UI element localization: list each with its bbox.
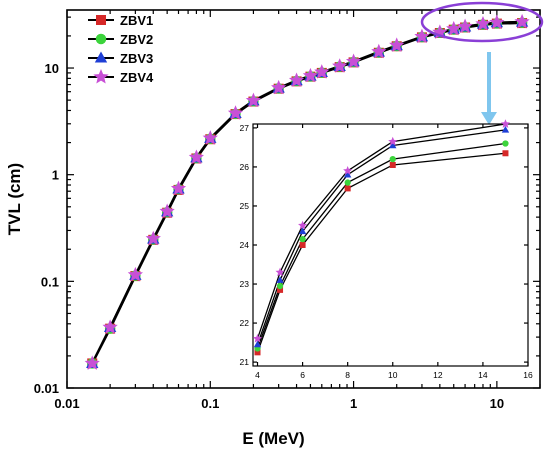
- legend-marker-zbv3: [94, 51, 108, 63]
- inset-y-tick-label: 27: [240, 123, 250, 133]
- inset-data-point: [298, 227, 307, 235]
- inset-data-point: [389, 155, 396, 163]
- inset-data-point: [298, 220, 308, 230]
- data-point: [288, 72, 305, 87]
- x-tick-label: 0.01: [54, 396, 79, 411]
- y-tick-label: 1: [52, 168, 59, 183]
- data-point: [302, 67, 319, 83]
- inset-data-point: [276, 282, 284, 290]
- data-point: [446, 20, 462, 36]
- legend-marker-zbv1: [96, 15, 106, 25]
- data-point: [414, 28, 430, 44]
- inset-series-zbv3: [253, 125, 510, 348]
- inset-data-point: [500, 119, 511, 128]
- inset-data-point: [344, 179, 351, 186]
- data-point: [514, 13, 530, 29]
- inset-y-tick-label: 23: [240, 279, 250, 289]
- inset-data-point: [299, 242, 306, 248]
- inset-x-tick-label: 10: [388, 370, 398, 380]
- data-point: [127, 266, 143, 282]
- data-point: [227, 105, 244, 120]
- inset-series-line-zbv3: [256, 129, 506, 345]
- inset-x-tick-label: 6: [300, 370, 305, 380]
- inset-data-point: [275, 267, 285, 277]
- inset-data-point: [389, 141, 397, 149]
- data-point: [170, 180, 187, 196]
- inset-data-point: [343, 170, 352, 178]
- x-tick-label: 10: [490, 396, 504, 411]
- data-point: [145, 230, 161, 246]
- inset-x-tick-label: 8: [345, 370, 350, 380]
- plot-frame: [66, 9, 541, 389]
- data-point: [389, 37, 405, 52]
- inset-data-point: [389, 161, 396, 168]
- inset-data-point: [502, 150, 509, 157]
- legend-label: ZBV4: [120, 70, 154, 85]
- data-point: [332, 58, 348, 73]
- inset-data-point: [253, 340, 262, 348]
- y-tick-label: 0.1: [41, 274, 59, 289]
- inset-data-point: [344, 185, 351, 192]
- inset-data-point: [277, 286, 284, 293]
- data-point: [475, 15, 491, 31]
- legend-marker-zbv2: [95, 33, 107, 45]
- inset-data-point: [299, 235, 306, 243]
- inset-data-point: [252, 333, 263, 343]
- legend-marker-zbv4: [93, 69, 109, 84]
- data-point: [457, 18, 473, 33]
- inset-data-point: [388, 136, 398, 146]
- inset-data-point: [276, 276, 284, 283]
- inset-data-point: [502, 140, 509, 147]
- highlight-ellipse: [420, 1, 544, 43]
- inset-y-tick-label: 25: [240, 201, 250, 211]
- inset-series-zbv1: [254, 150, 509, 356]
- inset-y-tick-label: 24: [240, 240, 250, 250]
- data-point: [188, 149, 205, 164]
- inset-series-zbv4: [252, 119, 511, 343]
- data-point: [202, 130, 218, 145]
- data-point: [245, 92, 262, 108]
- zoom-arrow-head: [481, 112, 497, 125]
- data-point: [314, 64, 330, 79]
- inset-series-line-zbv4: [256, 123, 506, 339]
- data-point: [271, 79, 287, 95]
- inset-x-tick-label: 16: [523, 370, 533, 380]
- inset-y-tick-label: 21: [240, 357, 250, 367]
- inset-y-tick-label: 22: [240, 318, 250, 328]
- legend-label: ZBV2: [120, 32, 153, 47]
- inset-x-tick-label: 12: [433, 370, 443, 380]
- inset-series-line-zbv2: [256, 142, 506, 349]
- legend-label: ZBV3: [120, 51, 153, 66]
- data-point: [489, 14, 505, 30]
- y-axis-title: TVL (cm): [5, 163, 24, 235]
- inset-data-point: [343, 166, 353, 175]
- inset-x-tick-label: 4: [255, 370, 260, 380]
- x-axis-title: E (MeV): [242, 429, 304, 448]
- y-tick-label: 0.01: [34, 381, 59, 396]
- data-point: [345, 53, 362, 69]
- data-point: [159, 203, 175, 218]
- series-zbv4: [84, 13, 530, 370]
- data-point: [371, 43, 387, 59]
- inset-data-point: [254, 349, 261, 356]
- inset-x-tick-label: 14: [478, 370, 488, 380]
- legend-label: ZBV1: [120, 13, 153, 28]
- inset-y-tick-label: 26: [240, 162, 250, 172]
- y-tick-label: 10: [45, 61, 59, 76]
- data-point: [102, 319, 118, 334]
- x-tick-label: 0.1: [201, 396, 219, 411]
- data-point: [84, 355, 100, 370]
- inset-series-line-zbv1: [256, 152, 506, 353]
- x-tick-label: 1: [350, 396, 357, 411]
- inset-data-point: [501, 125, 510, 133]
